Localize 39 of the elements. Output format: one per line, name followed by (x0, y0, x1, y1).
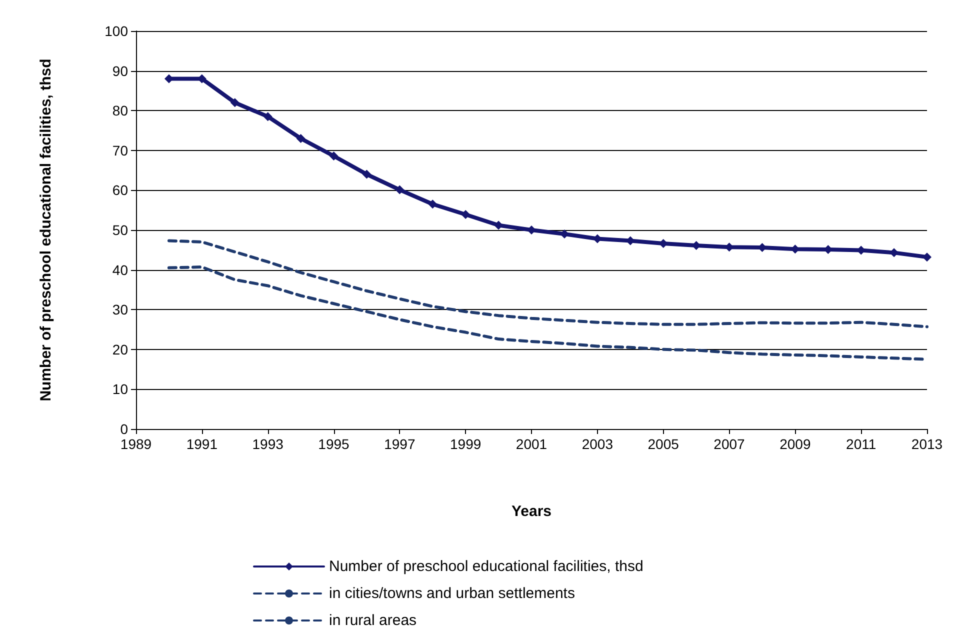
point (329, 151, 338, 160)
x-tick-label: 2013 (911, 436, 943, 452)
x-tick-label: 1997 (384, 436, 416, 452)
point (296, 134, 306, 143)
point (362, 170, 372, 179)
y-tick-label: 70 (112, 142, 128, 158)
point (922, 252, 932, 262)
legend-label: in cities/towns and urban settlements (329, 585, 575, 602)
x-tick-label: 2003 (582, 436, 614, 452)
legend-label: Number of preschool educational facilities, thsd (329, 558, 644, 575)
point (395, 185, 404, 194)
y-tick-label: 80 (112, 102, 128, 119)
point (461, 210, 470, 219)
point (263, 112, 272, 122)
x-tick-label: 2009 (780, 436, 811, 452)
x-tick-label: 1999 (450, 436, 482, 452)
point (230, 98, 240, 108)
x-tick-label: 1991 (186, 436, 218, 452)
y-tick-label: 0 (120, 421, 128, 437)
x-tick-label: 1995 (318, 436, 350, 452)
y-tick-label: 60 (112, 182, 128, 198)
legend-label: in rural areas (329, 612, 417, 629)
y-tick-label: 40 (112, 262, 128, 278)
x-tick-label: 2005 (648, 436, 680, 452)
x-tick-label: 1989 (120, 436, 152, 452)
x-tick-label: 2011 (846, 436, 876, 452)
point (428, 200, 438, 209)
y-tick-label: 10 (112, 381, 128, 398)
line-series (167, 239, 928, 328)
x-axis-title: Years (511, 503, 552, 520)
y-tick-label: 30 (112, 302, 128, 318)
y-tick-label: 90 (112, 62, 128, 79)
y-tick-label: 50 (112, 222, 128, 238)
y-axis-title: Number of preschool educational facilities, thsd (38, 58, 54, 402)
y-tick-label: 100 (104, 23, 128, 39)
x-tick-label: 2007 (714, 436, 746, 452)
x-tick-label: 1993 (252, 436, 284, 452)
y-tick-label: 20 (112, 341, 128, 358)
x-tick-label: 2001 (516, 436, 548, 452)
